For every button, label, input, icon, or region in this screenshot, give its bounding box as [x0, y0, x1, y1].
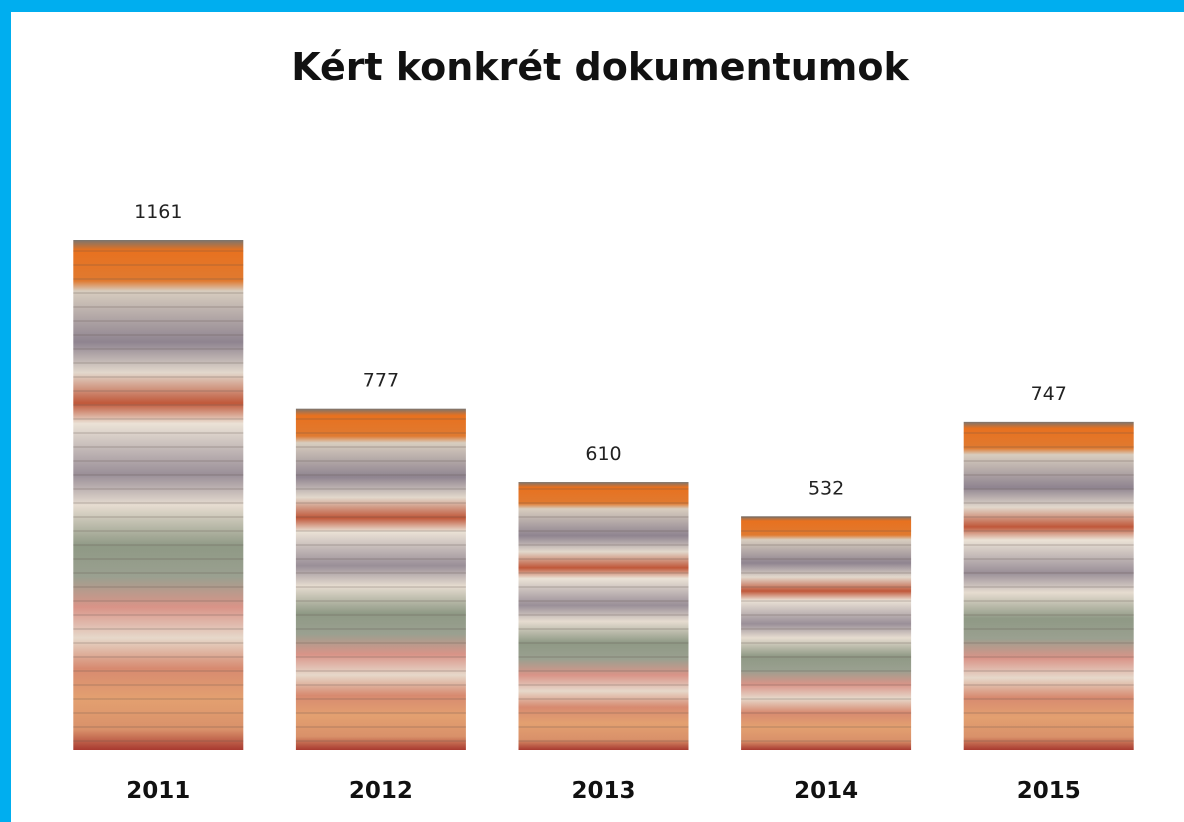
chart: Kért konkrét dokumentumok 1161 2011 777 201…	[0, 0, 1184, 822]
bar-texture	[73, 240, 243, 750]
x-tick-label: 2011	[126, 778, 190, 804]
value-label: 777	[363, 370, 399, 392]
chart-title: Kért konkrét dokumentumok	[291, 45, 909, 89]
x-tick-label: 2013	[571, 778, 635, 804]
page: Kért konkrét dokumentumok 1161 2011 777 201…	[0, 0, 1184, 822]
bar-texture	[741, 516, 911, 750]
value-label: 1161	[134, 201, 182, 223]
value-label: 610	[585, 443, 621, 465]
value-label: 747	[1031, 383, 1067, 405]
bar-texture	[296, 409, 466, 750]
frame-top	[0, 0, 1184, 12]
x-tick-label: 2014	[794, 778, 858, 804]
x-tick-label: 2015	[1017, 778, 1081, 804]
frame-left	[0, 0, 11, 822]
bar-texture	[519, 482, 689, 750]
x-tick-label: 2012	[349, 778, 413, 804]
value-label: 532	[808, 477, 844, 499]
bar-texture	[964, 422, 1134, 750]
